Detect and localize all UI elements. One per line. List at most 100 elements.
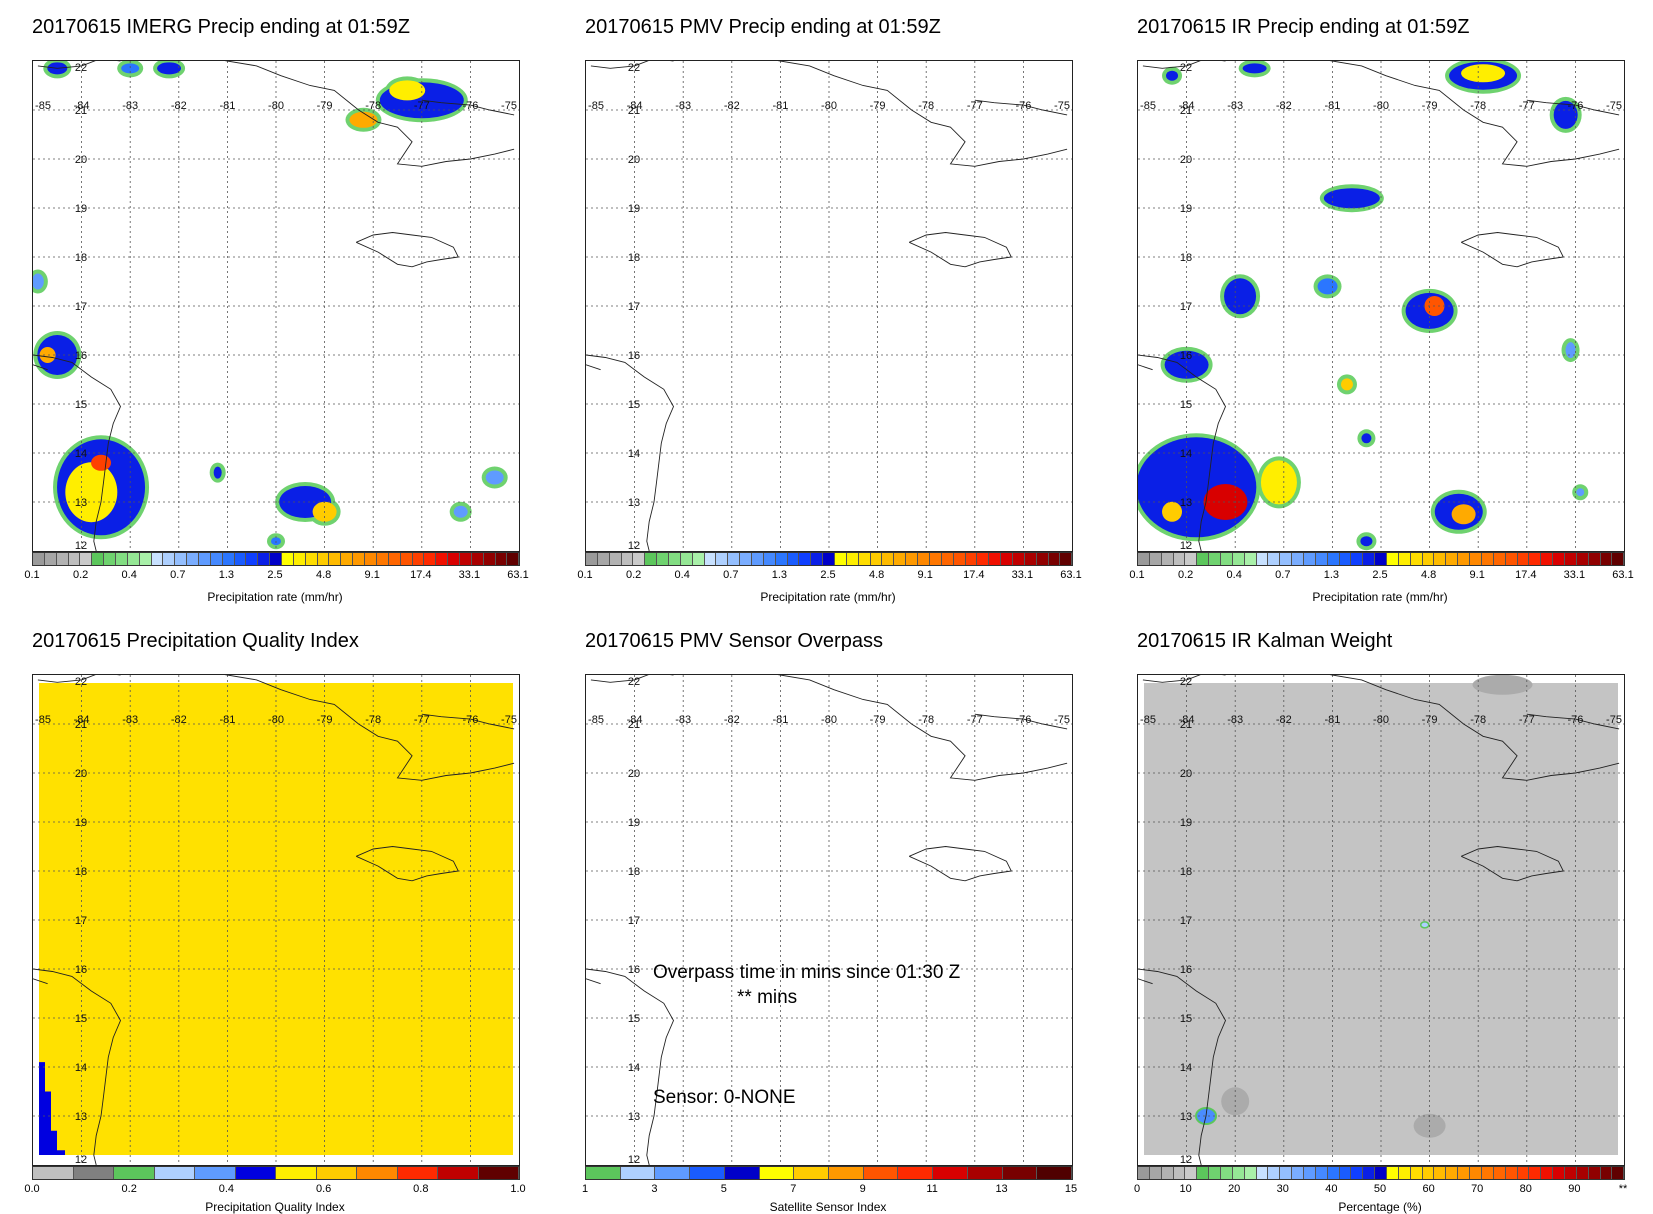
lon-tick-label: -84 [74,100,90,112]
map-ir: -85 -84 -83 -82 -81 -80 -79 -78 -77 -76 -75 22 21 20 1… [1137,60,1625,552]
colorbar-label-kalman: Percentage (%) [1338,1200,1422,1214]
colorbar-segment [448,553,460,565]
colorbar-segment [316,1167,357,1179]
colorbar-ir [1137,552,1625,566]
colorbar-segment [1002,1167,1038,1179]
lat-tick-label: 15 [1180,1013,1192,1025]
colorbar-tick-label: 10 [1179,1183,1192,1195]
lon-tick-label: -79 [870,714,886,726]
colorbar-imerg [32,552,520,566]
colorbar-segment [44,553,57,565]
colorbar-segment [495,553,508,565]
colorbar-tick-label: 4.8 [868,569,885,581]
colorbar-segment [1481,1167,1494,1179]
precip-cell [1203,484,1248,520]
colorbar-segment [1221,1167,1233,1179]
colorbar-segment [1517,553,1530,565]
lat-tick-label: 20 [75,768,87,780]
colorbar-segment [728,553,741,565]
colorbar-segment [1256,1167,1269,1179]
colorbar-segment [1268,553,1281,565]
precip-cell [1162,501,1183,522]
grid-lines [586,675,1072,1165]
colorbar-segment [906,553,919,565]
colorbar-ticks-pqi: 0.0 0.2 0.4 0.6 0.8 1.0 [24,1183,525,1197]
lon-tick-label: -83 [1227,100,1243,112]
colorbar-tick-label: 4.8 [315,569,332,581]
colorbar-segment [400,553,413,565]
colorbar-tick-label: 9 [859,1183,866,1195]
colorbar-tick-label: 30 [1276,1183,1289,1195]
colorbar-label-pmv: Precipitation rate (mm/hr) [760,590,896,604]
lon-tick-label: -78 [365,100,381,112]
colorbar-segment [80,553,93,565]
colorbar-segment [92,553,105,565]
colorbar-tick-label: 17.4 [1515,569,1537,581]
lon-tick-label: -80 [821,100,837,112]
colorbar-segment [680,553,693,565]
lat-tick-label: 15 [628,399,640,411]
colorbar-tick-label: 7 [790,1183,797,1195]
lon-tick-label: -78 [1470,100,1486,112]
colorbar-segment [1185,1167,1198,1179]
colorbar-tick-label: 63.1 [1612,569,1634,581]
precip-cell [1451,504,1476,525]
map-svg-overpass: -85 -84 -83 -82 -81 -80 -79 -78 -77 -76 -75 22 21 20 1… [586,675,1072,1165]
panel-title-ir: 20170615 IR Precip ending at 01:59Z [1137,16,1470,38]
colorbar-segment [210,553,223,565]
colorbar-segment [1327,1167,1340,1179]
lat-tick-label: 22 [75,676,87,688]
colorbar-segment [657,553,670,565]
lat-tick-label: 21 [1180,105,1192,117]
precip-cell [349,111,378,128]
colorbar-segment [258,553,271,565]
coastline [586,354,675,551]
colorbar-segment [1363,1167,1376,1179]
colorbar-segment [1398,1167,1411,1179]
colorbar-segment [1339,553,1352,565]
colorbar-segment [1292,553,1305,565]
lat-tick-label: 19 [75,203,87,215]
panel-title-imerg: 20170615 IMERG Precip ending at 01:59Z [32,16,411,38]
coastline [1329,675,1620,781]
lat-tick-label: 18 [1180,866,1192,878]
colorbar-segment [1351,1167,1364,1179]
colorbar-segment [329,553,342,565]
colorbar-segment [1173,1167,1186,1179]
colorbar-pmv [585,552,1073,566]
colorbar-segment [1197,553,1210,565]
colorbar-segment [965,553,978,565]
colorbar-segment [858,553,871,565]
lat-tick-label: 12 [628,1154,640,1165]
colorbar-segment [154,1167,195,1179]
colorbar-segment [1588,553,1601,565]
colorbar-tick-label: 33.1 [458,569,481,581]
colorbar-tick-label: 0.4 [121,569,137,581]
lon-tick-label: -79 [870,100,886,112]
colorbar-segment [222,553,235,565]
colorbar-segment [1256,553,1269,565]
coastline [777,61,1068,167]
lon-tick-label: -82 [171,100,187,112]
colorbar-segment [829,1167,864,1179]
colorbar-segment [1315,553,1328,565]
precip-cell [1360,536,1373,547]
coastline [37,675,121,683]
colorbar-segment [1541,553,1554,565]
colorbar-tick-label: 63.1 [1060,569,1082,581]
colorbar-segment [1185,553,1198,565]
colorbar-segment [1493,553,1506,565]
coastline [1138,364,1153,371]
colorbar-segment [187,553,200,565]
lon-tick-label: -79 [1422,714,1438,726]
colorbar-segment [1351,553,1364,565]
colorbar-segment [1553,1167,1565,1179]
lon-tick-label: -77 [1519,100,1535,112]
colorbar-tick-label: 90 [1568,1183,1581,1195]
colorbar-segment [1048,553,1061,565]
coastline [33,354,122,551]
colorbar-segment [977,553,990,565]
lat-tick-label: 13 [75,497,87,509]
colorbar-segment [1470,1167,1482,1179]
lon-tick-label: -79 [317,100,333,112]
